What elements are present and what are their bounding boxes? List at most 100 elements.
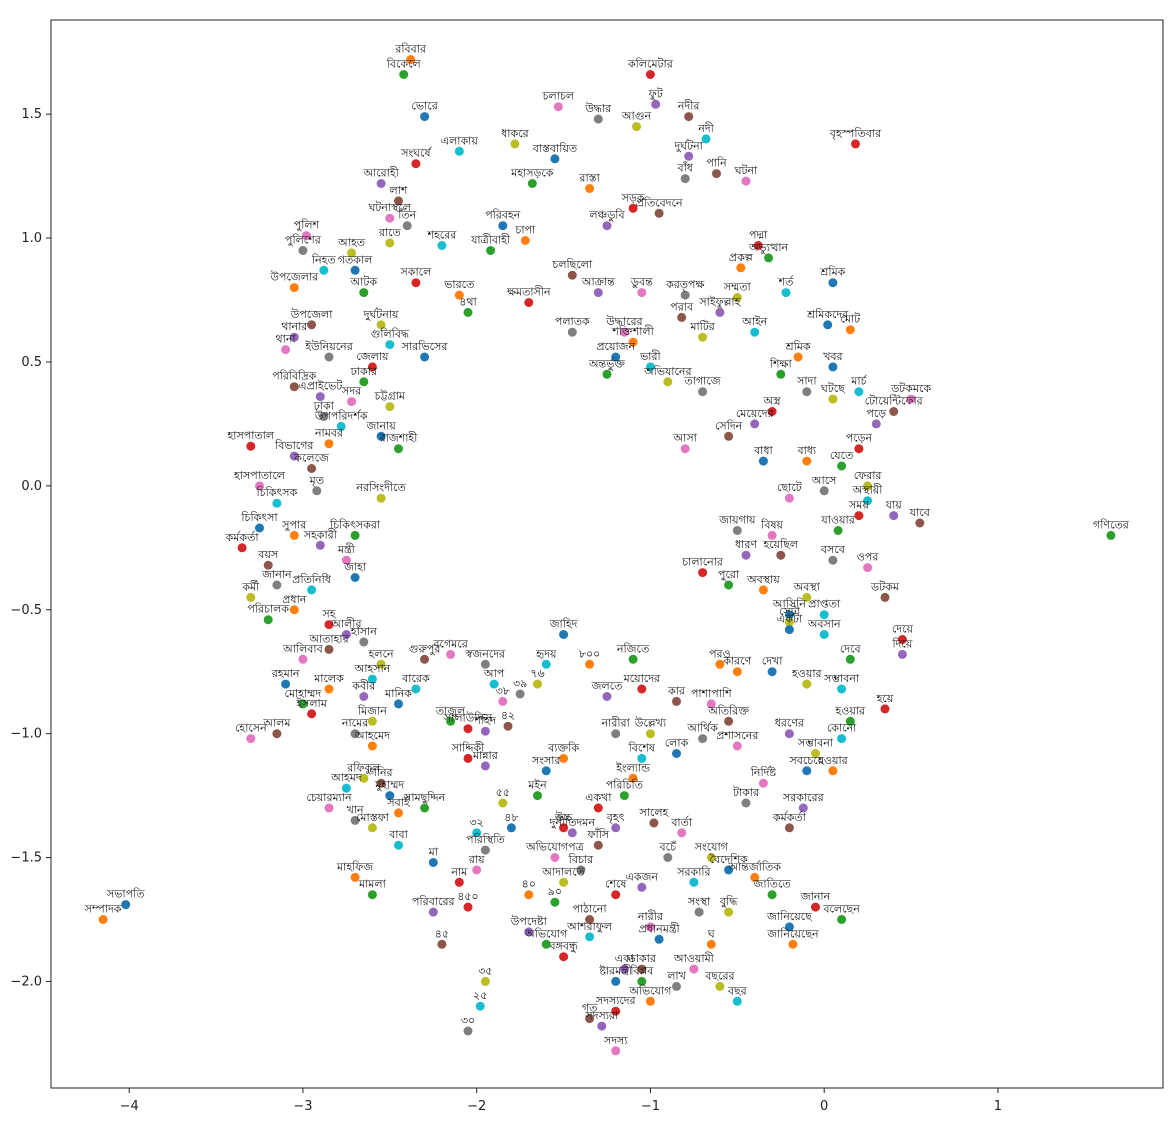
point-label: চালানোর <box>681 556 724 569</box>
scatter-point <box>628 773 638 783</box>
point-label: ঢাকা <box>313 400 335 413</box>
scatter-point <box>645 922 655 932</box>
point-label: আন্তর্জাতিক <box>727 860 781 873</box>
point-label: ডটকম <box>870 580 900 593</box>
x-tick-label: 1 <box>994 1099 1002 1114</box>
scatter-point <box>324 684 334 694</box>
scatter-point <box>837 461 847 471</box>
point-label: কর্মকর্তা <box>772 811 807 824</box>
scatter-point <box>428 858 438 867</box>
scatter-point <box>741 550 751 560</box>
point-label: গতকাল <box>338 253 373 266</box>
scatter-point <box>845 716 855 726</box>
point-label: বৈদেশিক <box>710 853 748 866</box>
point-label: দিয়ে <box>891 637 912 650</box>
point-label: আটক <box>350 276 378 289</box>
scatter-point <box>750 327 760 337</box>
scatter-point <box>784 617 794 627</box>
scatter-point <box>463 1026 473 1036</box>
scatter-point <box>121 900 131 910</box>
point-label: লাখ <box>666 969 686 982</box>
scatter-point <box>611 890 621 900</box>
scatter-point <box>715 659 725 669</box>
plot-points <box>98 55 1116 1056</box>
point-label: হওয়ার <box>817 754 849 767</box>
scatter-point <box>741 176 751 186</box>
scatter-point <box>420 352 430 362</box>
scatter-point <box>367 823 377 833</box>
scatter-point <box>255 523 264 533</box>
scatter-point <box>385 213 395 223</box>
scatter-point <box>324 439 334 449</box>
scatter-point <box>619 964 629 974</box>
scatter-point <box>767 890 777 900</box>
y-tick-label: 0.0 <box>21 479 42 494</box>
scatter-point <box>402 221 412 231</box>
scatter-point <box>715 307 725 317</box>
scatter-point <box>781 288 791 298</box>
scatter-point <box>489 679 499 689</box>
point-label: মান্নার <box>472 749 499 762</box>
point-label: কবীর <box>351 680 376 693</box>
point-label: পড়েন <box>846 432 873 445</box>
point-label: খবর <box>823 350 843 363</box>
scatter-point <box>632 122 641 132</box>
point-label: উপপরিদর্শক <box>314 409 368 422</box>
point-label: হাসান <box>350 625 377 638</box>
point-label: আসিনি <box>772 598 806 611</box>
point-label: পড়ে <box>866 407 886 420</box>
point-label: মিজান <box>357 704 387 717</box>
scatter-point <box>272 580 282 590</box>
point-label: আশরাফুল <box>566 920 613 933</box>
point-label: বাবা <box>388 828 408 841</box>
point-label: মানিক <box>384 687 412 700</box>
scatter-point <box>628 337 638 347</box>
scatter-point <box>272 498 282 508</box>
scatter-point <box>798 803 808 813</box>
scatter-point <box>828 362 838 372</box>
point-label: পরিবহন <box>485 209 521 222</box>
x-tick-label: 0 <box>820 1099 828 1114</box>
point-label: নামের <box>341 717 369 730</box>
point-label: অবসান <box>807 618 841 631</box>
scatter-point <box>498 221 508 231</box>
point-label: রাতে <box>378 226 402 239</box>
scatter-point <box>359 637 369 647</box>
scatter-point <box>724 716 734 726</box>
point-label: অবস্থায় <box>746 573 780 586</box>
scatter-point <box>350 573 360 582</box>
point-label: বিচার <box>568 853 594 866</box>
scatter-point <box>559 823 569 833</box>
point-label: করতৃপক্ষ <box>665 278 705 291</box>
scatter-point <box>307 320 317 330</box>
scatter-point <box>319 412 329 421</box>
scatter-point <box>698 387 708 397</box>
scatter-point <box>802 592 812 602</box>
scatter-point <box>541 939 551 949</box>
scatter-point <box>811 749 820 758</box>
scatter-point <box>541 766 551 776</box>
point-label: জানিয়েছে <box>766 910 813 923</box>
scatter-point <box>312 486 322 496</box>
scatter-point <box>420 654 430 664</box>
point-label: অবস্থা <box>793 580 821 593</box>
scatter-point <box>350 729 360 739</box>
scatter-point <box>732 741 742 751</box>
scatter-point <box>480 976 490 986</box>
scatter-point <box>802 766 812 776</box>
scatter-point <box>376 431 386 441</box>
point-label: সদর <box>341 385 362 398</box>
point-label: আক্রান্ত <box>581 276 615 289</box>
point-label: বছর <box>727 984 748 997</box>
point-label: ভোরে <box>411 100 438 113</box>
scatter-point <box>567 828 577 838</box>
point-label: আহমেদ <box>354 729 390 742</box>
point-label: সেটা <box>779 605 801 618</box>
scatter-point <box>550 897 560 907</box>
scatter-point <box>394 699 403 709</box>
scatter-point <box>255 481 264 491</box>
scatter-point <box>663 377 673 387</box>
scatter-point <box>767 667 777 677</box>
scatter-point <box>480 726 490 736</box>
scatter-point <box>689 964 699 974</box>
